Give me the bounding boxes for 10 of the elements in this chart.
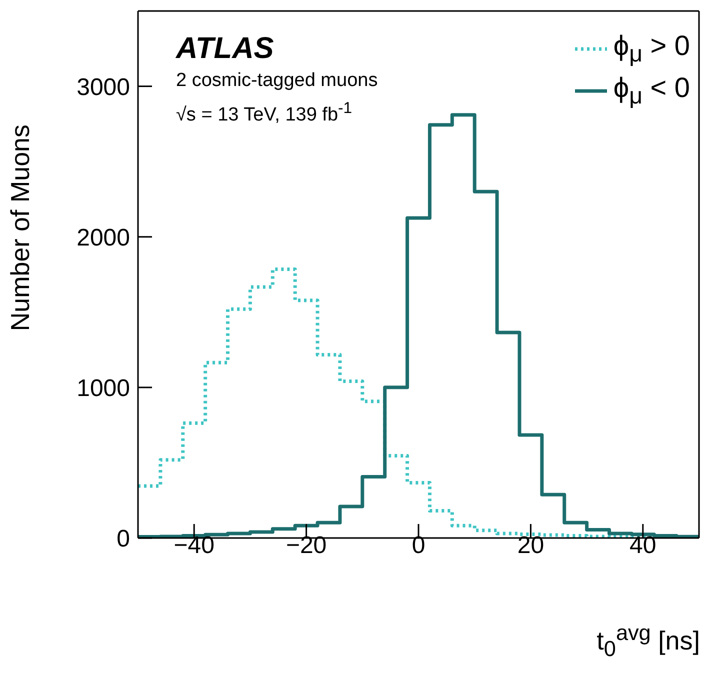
- legend-label: ϕ$_{μ}$ < 0: [613, 72, 690, 110]
- text: ATLAS: [176, 32, 274, 66]
- y-tick-label: 3000: [76, 74, 130, 101]
- x-axis-title: t$_{0}$$^{avg}$ [ns]: [596, 620, 700, 662]
- y-axis-title: Number of Muons: [5, 124, 36, 332]
- y-tick-label: 1000: [76, 374, 130, 402]
- y-tick-label: 2000: [76, 224, 130, 252]
- text: 2 cosmic-tagged muons: [176, 70, 378, 92]
- legend-label: ϕ$_{μ}$ > 0: [613, 30, 690, 68]
- annotation: √s = 13 TeV, 139 fb$^{-1}$: [176, 100, 352, 126]
